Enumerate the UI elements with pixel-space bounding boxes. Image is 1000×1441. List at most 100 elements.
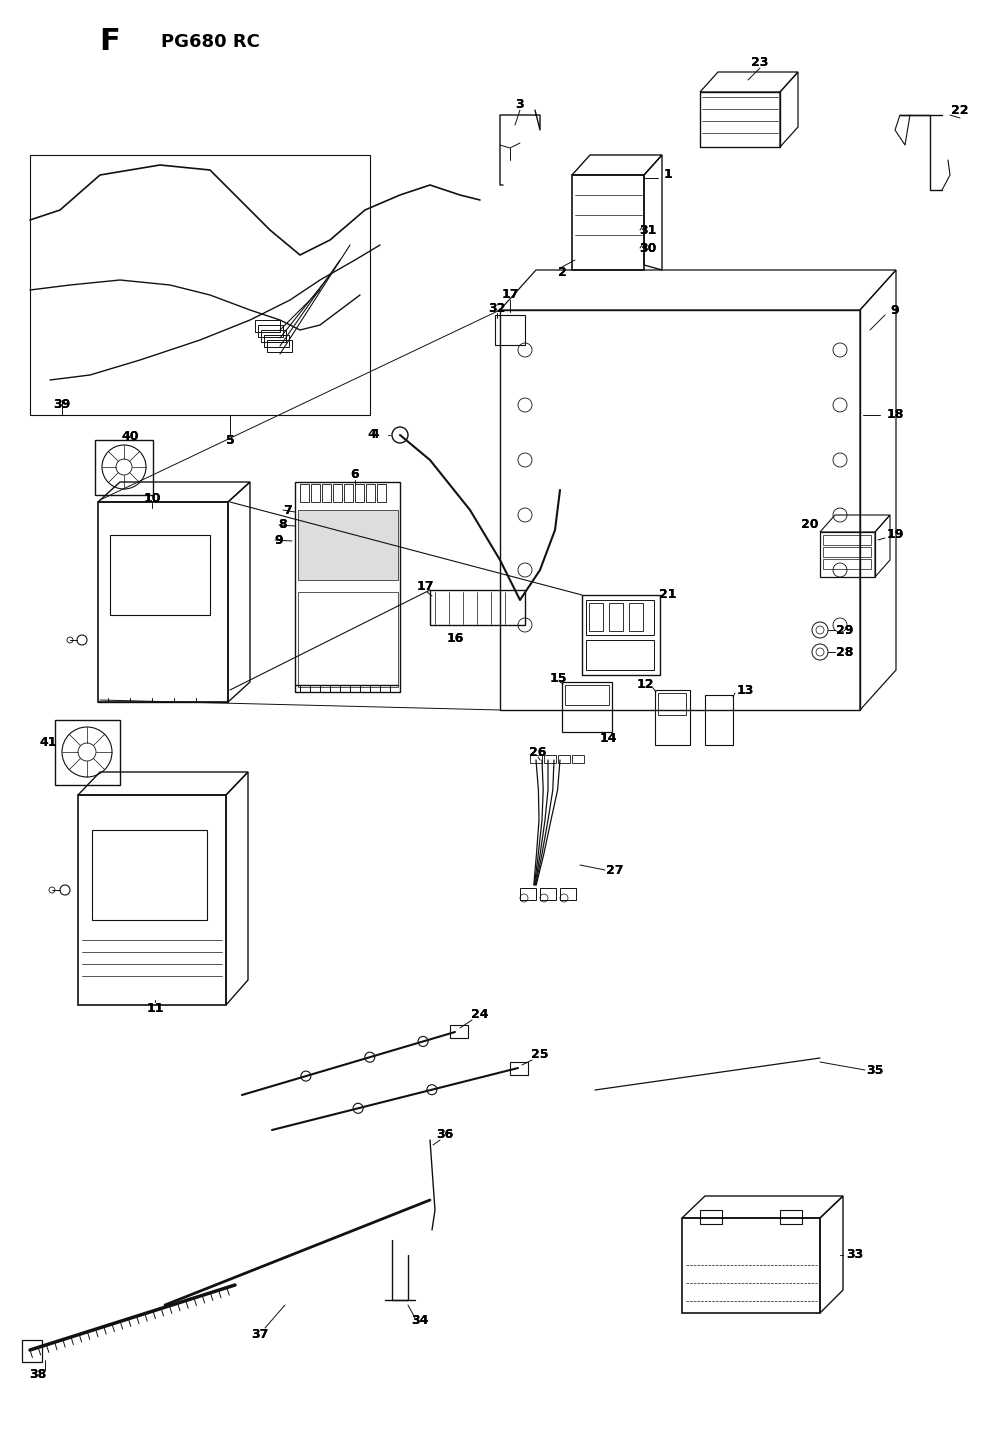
Text: 29: 29 [836,624,854,637]
Text: 13: 13 [736,683,754,696]
Text: 2: 2 [558,265,566,278]
Bar [92,830,207,919]
Text: 16: 16 [446,631,464,644]
Text: 33: 33 [846,1248,864,1261]
Text: 7: 7 [283,503,291,516]
Bar [820,532,875,576]
Bar [98,501,228,702]
Text: 17: 17 [501,288,519,301]
Text: 13: 13 [736,683,754,696]
Text: 5: 5 [226,434,234,447]
Text: 17: 17 [501,288,519,301]
Bar [355,484,364,501]
Bar [333,484,342,501]
Bar [572,755,584,762]
Text: 18: 18 [886,408,904,422]
Bar [300,484,309,501]
Bar [544,755,556,762]
Text: 4: 4 [368,428,376,441]
Bar [540,888,556,901]
Bar [267,340,292,352]
Bar [311,484,320,501]
Text: 17: 17 [416,581,434,594]
Text: 6: 6 [351,468,359,481]
Text: 21: 21 [659,588,677,601]
Text: 11: 11 [146,1001,164,1014]
Bar [560,888,576,901]
Text: 17: 17 [416,581,434,594]
Text: 15: 15 [549,672,567,684]
Text: 32: 32 [488,301,506,314]
Text: 37: 37 [251,1329,269,1342]
Text: 11: 11 [146,1001,164,1014]
Bar [558,755,570,762]
Text: 41: 41 [39,735,57,748]
Text: 24: 24 [471,1009,489,1022]
Text: 7: 7 [283,503,291,516]
Text: 1: 1 [664,169,672,182]
Text: 27: 27 [606,863,624,876]
Bar [562,682,612,732]
Text: 9: 9 [275,533,283,546]
Bar [264,334,289,347]
Text: 37: 37 [251,1329,269,1342]
Bar [582,595,660,674]
Bar [30,156,370,415]
Text: 30: 30 [639,242,657,255]
Bar [823,559,871,569]
Bar [377,484,386,501]
Text: 34: 34 [411,1314,429,1327]
Text: 40: 40 [121,429,139,442]
Bar [823,548,871,558]
Text: 9: 9 [275,533,283,546]
Bar [366,484,375,501]
Text: 22: 22 [951,104,969,117]
Text: 25: 25 [531,1049,549,1062]
Bar [255,320,280,331]
Bar [78,795,226,1004]
Text: 4: 4 [371,428,379,441]
Text: 23: 23 [751,56,769,69]
Text: 20: 20 [801,519,819,532]
Text: PG680 RC: PG680 RC [161,33,259,50]
Text: 40: 40 [121,429,139,442]
Bar [298,510,398,579]
Text: 29: 29 [836,624,854,637]
Text: 9: 9 [891,304,899,317]
Bar [700,1210,722,1223]
Bar [565,684,609,705]
Text: 19: 19 [886,529,904,542]
Text: 36: 36 [436,1128,454,1141]
Text: 28: 28 [836,646,854,659]
Bar [530,755,542,762]
Text: 32: 32 [488,301,506,314]
Bar [322,484,331,501]
Text: 21: 21 [659,588,677,601]
Bar [700,92,780,147]
Text: 22: 22 [951,104,969,117]
Bar [261,330,286,342]
Bar [586,599,654,635]
Text: 39: 39 [53,399,71,412]
Bar [110,535,210,615]
Bar [95,440,153,496]
Bar [658,693,686,715]
Text: 24: 24 [471,1009,489,1022]
Text: 15: 15 [549,672,567,684]
Text: 26: 26 [529,745,547,758]
Text: 38: 38 [29,1369,47,1382]
Text: 14: 14 [599,732,617,745]
Text: 26: 26 [529,745,547,758]
Text: 12: 12 [636,679,654,692]
Text: 3: 3 [516,98,524,111]
Text: F: F [100,27,120,56]
Text: 38: 38 [29,1369,47,1382]
Text: 18: 18 [886,408,904,422]
Text: 36: 36 [436,1128,454,1141]
Bar [572,174,644,269]
Text: 9: 9 [891,304,899,317]
Text: 16: 16 [446,631,464,644]
Text: 1: 1 [664,169,672,182]
Text: 19: 19 [886,529,904,542]
Bar [586,640,654,670]
